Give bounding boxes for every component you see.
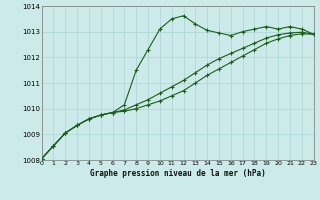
X-axis label: Graphe pression niveau de la mer (hPa): Graphe pression niveau de la mer (hPa) — [90, 169, 266, 178]
